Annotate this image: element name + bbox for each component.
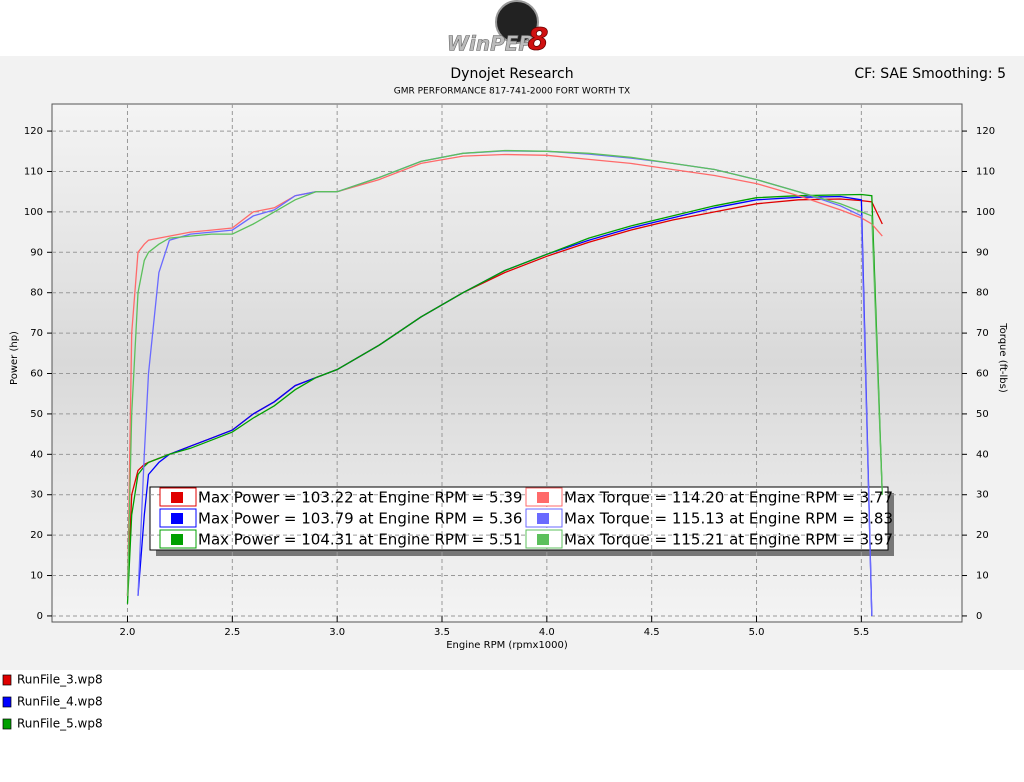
y2-tick-label: 60	[976, 369, 989, 380]
x-axis-label: Engine RPM (rpmx1000)	[446, 640, 568, 651]
logo: WinPEP	[447, 32, 533, 56]
y-tick-label: 120	[24, 126, 43, 137]
y2-tick-label: 80	[976, 288, 989, 299]
y-tick-label: 50	[30, 409, 43, 420]
logo-number: 8	[528, 23, 549, 58]
logo-gauge	[495, 0, 539, 44]
legend-label: RunFile_5.wp8	[17, 717, 103, 731]
annotation-swatch	[537, 534, 549, 545]
y-tick-label: 110	[24, 166, 43, 177]
y2-tick-label: 90	[976, 247, 989, 258]
annotation-swatch	[537, 513, 549, 524]
y-tick-label: 20	[30, 530, 43, 541]
x-tick-label: 2.0	[120, 627, 136, 638]
y2-tick-label: 0	[976, 611, 982, 622]
y2-tick-label: 120	[976, 126, 995, 137]
y-tick-label: 100	[24, 207, 43, 218]
y2-tick-label: 20	[976, 530, 989, 541]
y2-tick-label: 100	[976, 207, 995, 218]
y2-tick-label: 10	[976, 571, 989, 582]
x-tick-label: 5.5	[853, 627, 869, 638]
data-line	[126, 149, 883, 596]
legend-swatch	[2, 718, 12, 730]
legend-label: RunFile_3.wp8	[17, 673, 103, 687]
x-tick-label: 5.0	[749, 627, 765, 638]
annotation-swatch	[537, 492, 549, 503]
annotation: Max Power = 103.79 at Engine RPM = 5.36	[198, 510, 522, 528]
y-tick-label: 70	[30, 328, 43, 339]
y-tick-label: 30	[30, 490, 43, 501]
chart-subtitle: GMR PERFORMANCE 817-741-2000 FORT WORTH …	[394, 87, 630, 97]
chart-title: Dynojet Research	[450, 66, 573, 82]
y2-tick-label: 70	[976, 328, 989, 339]
annotation-box	[149, 486, 889, 551]
annotation: Max Torque = 114.20 at Engine RPM = 3.77	[564, 489, 893, 507]
legend-label: RunFile_4.wp8	[17, 695, 103, 709]
x-tick-label: 2.5	[224, 627, 240, 638]
x-tick-label: 3.0	[329, 627, 345, 638]
y2-tick-label: 50	[976, 409, 989, 420]
y-tick-label: 0	[37, 611, 43, 622]
x-tick-label: 4.5	[644, 627, 660, 638]
annotation: Max Power = 103.22 at Engine RPM = 5.39	[198, 489, 522, 507]
y-tick-label: 90	[30, 247, 43, 258]
annotation-swatch	[171, 534, 183, 545]
y2-tick-label: 40	[976, 449, 989, 460]
legend-swatch	[2, 674, 12, 686]
y2-tick-label: 110	[976, 166, 995, 177]
y2-tick-label: 30	[976, 490, 989, 501]
annotation: Max Torque = 115.21 at Engine RPM = 3.97	[564, 531, 893, 549]
y2-axis-label: Torque (ft-lbs)	[997, 322, 1008, 393]
data-line	[126, 153, 883, 596]
y-axis-label: Power (hp)	[9, 331, 20, 385]
y-tick-label: 40	[30, 449, 43, 460]
annotation-swatch	[171, 492, 183, 503]
y-tick-label: 60	[30, 369, 43, 380]
annotation-swatch	[171, 513, 183, 524]
annotation: Max Power = 104.31 at Engine RPM = 5.51	[198, 531, 522, 549]
corner-note: CF: SAE Smoothing: 5	[854, 66, 1006, 82]
y-tick-label: 80	[30, 288, 43, 299]
y-tick-label: 10	[30, 571, 43, 582]
legend-swatch	[2, 696, 12, 708]
annotation: Max Torque = 115.13 at Engine RPM = 3.83	[564, 510, 893, 528]
x-tick-label: 4.0	[539, 627, 555, 638]
data-line	[126, 193, 883, 604]
x-tick-label: 3.5	[434, 627, 450, 638]
